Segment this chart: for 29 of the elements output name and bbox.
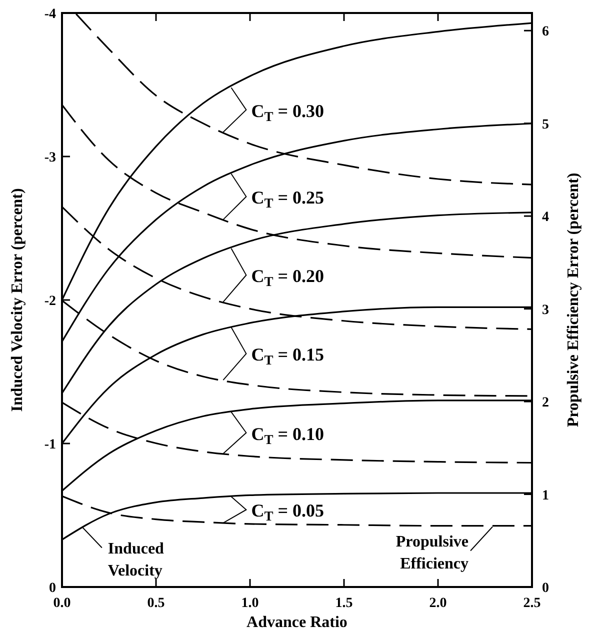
y-tick-label: -4 (44, 7, 56, 22)
y2-axis-title: Propulsive Efficiency Error (percent) (565, 172, 582, 428)
annotation: C$_{T}$ = 0.25 (251, 188, 324, 211)
x-tick-label: 1.0 (241, 596, 259, 611)
y-tick-label: -1 (44, 438, 56, 452)
annotation: C$_{T}$ = 0.20 (251, 266, 324, 290)
y2-tick-label: 5 (542, 117, 549, 132)
annotation: C$_{T}$ = 0.10 (251, 424, 324, 447)
y2-tick-label: 3 (542, 302, 549, 318)
x-tick-label: 0.5 (147, 596, 165, 611)
y-tick-label: 0 (49, 581, 56, 596)
y-tick-label: -3 (44, 150, 56, 166)
x-tick-label: 2.0 (429, 596, 447, 611)
annotation: Induced Velocity (108, 540, 164, 580)
annotation: C$_{T}$ = 0.15 (251, 344, 324, 368)
y2-tick-label: 6 (542, 24, 549, 40)
annotation: C$_{T}$ = 0.30 (251, 100, 324, 124)
y2-tick-label: 4 (542, 210, 549, 226)
x-tick-label: 2.5 (523, 596, 541, 611)
x-tick-label: 0.0 (53, 596, 71, 611)
x-tick-label: 1.5 (335, 596, 353, 611)
y2-tick-label: 0 (542, 581, 549, 596)
y-tick-label: -2 (44, 294, 56, 309)
y2-tick-label: 2 (542, 396, 549, 411)
x-axis-title: Advance Ratio (246, 614, 348, 631)
y2-tick-label: 1 (542, 488, 549, 504)
y-axis-title: Induced Velocity Error (percent) (9, 188, 26, 412)
annotation: Propulsive Efficiency (396, 534, 469, 573)
annotation: C$_{T}$ = 0.05 (251, 500, 324, 524)
